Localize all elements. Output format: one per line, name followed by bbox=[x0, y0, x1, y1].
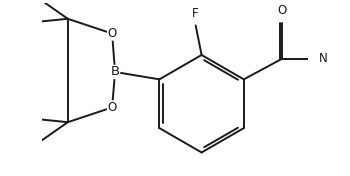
Text: N: N bbox=[319, 52, 328, 65]
Text: B: B bbox=[111, 65, 120, 78]
Text: O: O bbox=[107, 27, 117, 40]
Text: O: O bbox=[107, 101, 117, 114]
Text: F: F bbox=[193, 7, 199, 20]
Text: O: O bbox=[278, 4, 287, 17]
